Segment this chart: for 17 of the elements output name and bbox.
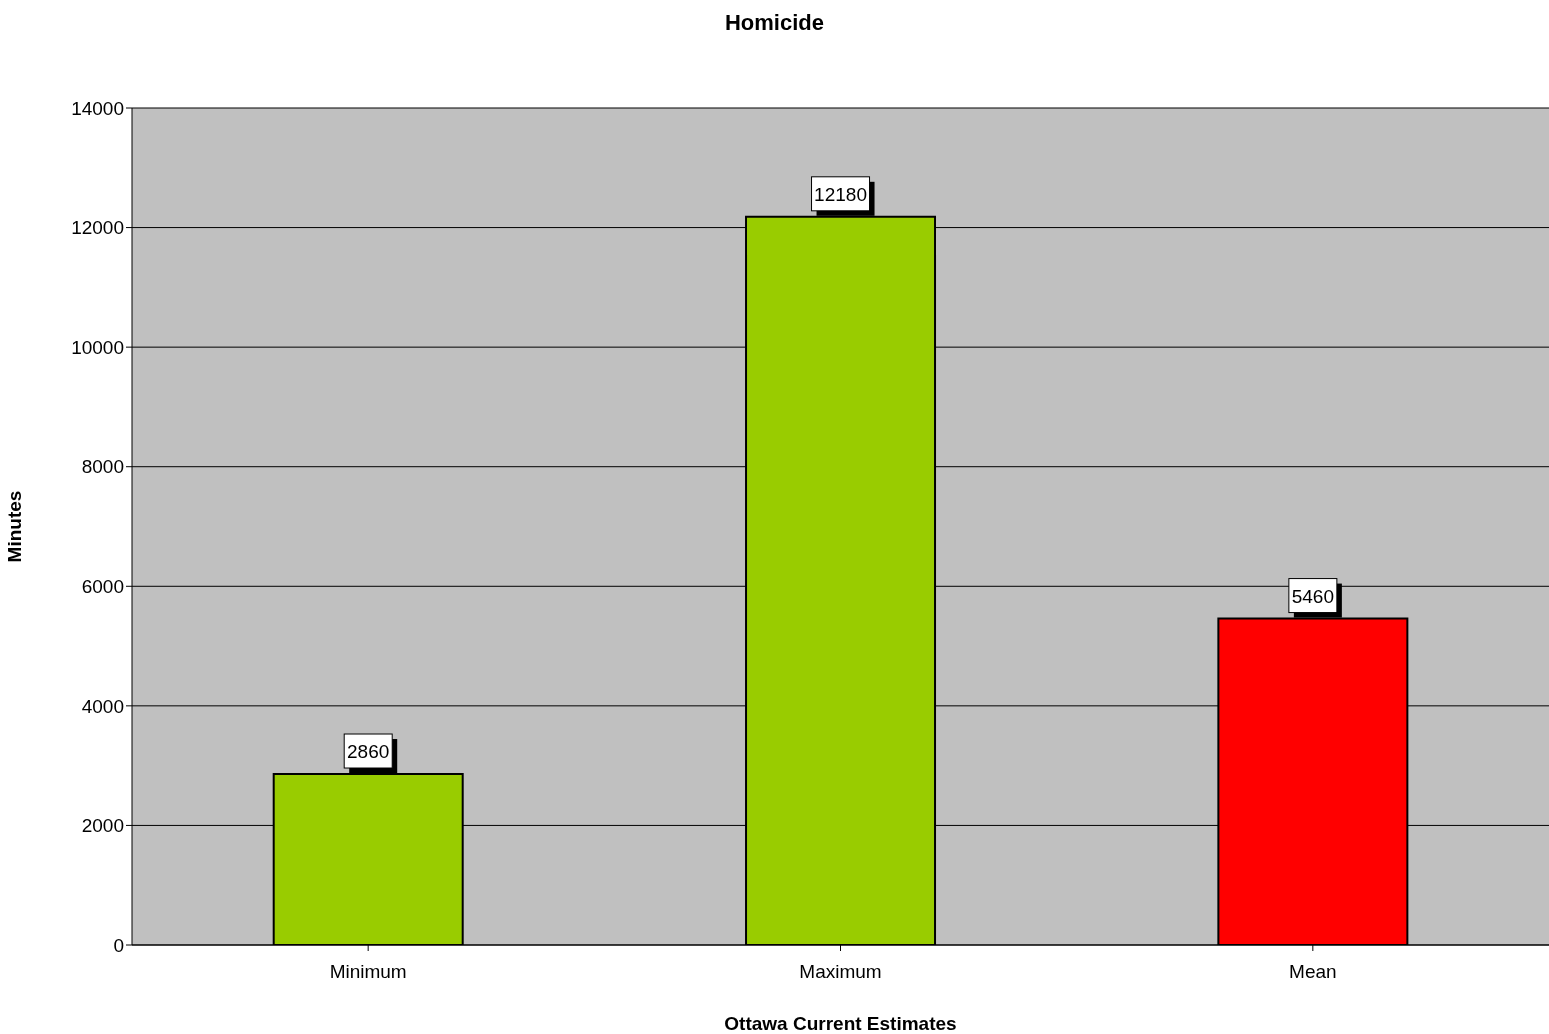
data-label: 2860 <box>347 741 390 763</box>
x-tick-label: Mean <box>1289 961 1337 983</box>
y-tick-label: 4000 <box>81 695 124 717</box>
x-tick-label: Maximum <box>799 961 882 983</box>
x-axis-title: Ottawa Current Estimates <box>724 1013 957 1034</box>
y-tick-label: 2000 <box>81 815 124 837</box>
y-tick-label: 0 <box>113 934 124 956</box>
y-tick-label: 12000 <box>71 217 124 239</box>
y-tick-label: 8000 <box>81 456 124 478</box>
y-tick-label: 14000 <box>71 97 124 119</box>
chart-title: Homicide <box>724 10 825 36</box>
x-tick-label: Minimum <box>329 961 407 983</box>
y-axis-title: Minutes <box>3 490 25 563</box>
y-tick-label: 10000 <box>71 336 124 358</box>
data-label: 5460 <box>1291 585 1335 607</box>
y-tick-label: 6000 <box>81 576 124 598</box>
data-label: 12180 <box>814 183 867 205</box>
